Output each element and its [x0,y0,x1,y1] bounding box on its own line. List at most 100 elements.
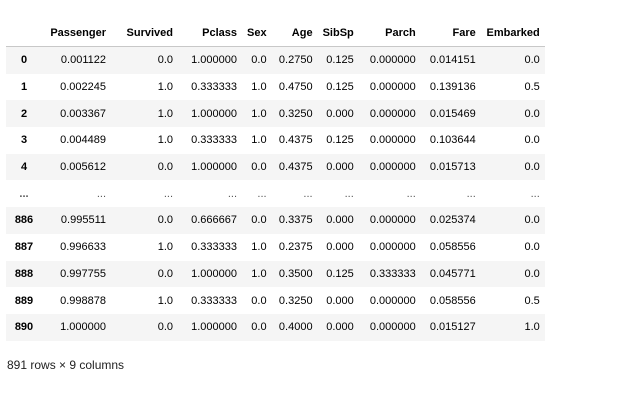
table-cell: 0.4750 [278,81,313,94]
column-header-pclass: Pclass [178,20,242,47]
row-index: 0 [20,54,28,67]
table-cell: 0.0 [251,321,267,334]
table-cell: 0.0 [157,161,173,174]
table-cell: ... [406,187,416,200]
table-cell: 1.000000 [191,161,237,174]
table-row: 889 0.998878 1.0 0.333333 0.0 0.3250 0.000 0.00… [6,287,545,314]
table-ellipsis-row: .............................. [6,180,545,208]
table-cell: 0.015127 [429,321,476,334]
table-cell: 0.003367 [60,107,106,120]
table-cell: 0.4000 [278,321,313,334]
table-cell: 0.2375 [278,241,313,254]
table-cell: 0.996633 [60,241,106,254]
table-cell: 0.995511 [60,214,106,227]
row-index: 889 [14,294,34,307]
table-header: Passenger Survived Pclass Sex Age SibSp … [6,20,545,47]
row-index: 888 [14,267,34,280]
table-row: 0 0.001122 0.0 1.000000 0.0 0.2750 0.125 0.0000… [6,46,545,74]
table-cell: 0.125 [326,267,354,280]
table-cell: 0.125 [326,54,354,67]
table-cell: 0.139136 [429,81,476,94]
row-index: ... [19,187,29,200]
table-cell: 0.000000 [369,214,416,227]
table-cell: 0.333333 [191,81,237,94]
table-cell: 1.000000 [191,321,237,334]
table-cell: 0.333333 [191,134,237,147]
table-cell: 0.125 [326,134,354,147]
column-header-parch: Parch [358,20,421,47]
table-cell: 0.0 [524,134,540,147]
table-cell: 0.3250 [278,294,313,307]
table-cell: ... [96,187,106,200]
table-cell: ... [466,187,476,200]
table-cell: 0.333333 [191,294,237,307]
row-index: 1 [20,81,28,94]
table-cell: 0.0 [524,267,540,280]
table-cell: 0.000000 [369,81,416,94]
table-cell: 0.0 [157,214,173,227]
table-row: 1 0.002245 1.0 0.333333 1.0 0.4750 0.125 0.0000… [6,73,545,101]
table-cell: 1.0 [157,107,173,120]
table-row: 2 0.003367 1.0 1.000000 1.0 0.3250 0.000 0.0000… [6,100,545,128]
table-cell: 0.000 [326,294,354,307]
table-cell: 0.333333 [191,241,237,254]
table-cell: 0.000000 [369,134,416,147]
table-cell: 0.998878 [60,294,106,307]
index-header [6,20,42,47]
table-cell: 0.004489 [60,134,106,147]
table-cell: 1.000000 [191,267,237,280]
table-cell: 0.000000 [369,107,416,120]
table-cell: 0.0 [524,214,540,227]
row-index: 2 [20,107,28,120]
table-cell: 0.0 [157,321,173,334]
table-cell: 1.0 [251,81,267,94]
table-cell: 0.000000 [369,241,416,254]
dataframe-table: Passenger Survived Pclass Sex Age SibSp … [6,20,545,341]
column-header-embarked: Embarked [480,20,545,47]
table-cell: 0.0 [524,107,540,120]
row-index: 4 [20,161,28,174]
table-cell: 0.0 [524,54,540,67]
row-index: 890 [14,321,34,334]
table-cell: 0.3250 [278,107,313,120]
column-header-sibsp: SibSp [317,20,359,47]
table-cell: ... [303,187,313,200]
table-cell: 0.001122 [60,54,106,67]
table-cell: 0.666667 [191,214,237,227]
table-cell: 1.0 [251,267,267,280]
table-cell: ... [163,187,173,200]
table-cell: 0.000000 [369,54,416,67]
table-row: 888 0.997755 0.0 1.000000 1.0 0.3500 0.125 0.33… [6,260,545,288]
table-cell: 0.015469 [429,107,476,120]
table-cell: 0.2750 [278,54,313,67]
table-cell: ... [257,187,267,200]
table-cell: 0.333333 [369,267,416,280]
table-cell: 0.000 [326,161,354,174]
table-cell: 0.125 [326,81,354,94]
table-cell: 1.0 [251,134,267,147]
table-cell: 1.0 [157,294,173,307]
table-row: 4 0.005612 0.0 1.000000 0.0 0.4375 0.000 0.0000… [6,153,545,181]
column-header-age: Age [271,20,318,47]
table-cell: 0.3500 [278,267,313,280]
table-cell: 1.0 [157,81,173,94]
table-cell: 1.0 [157,134,173,147]
table-cell: 0.058556 [429,294,476,307]
table-cell: 0.5 [524,294,540,307]
table-cell: 0.000000 [369,321,416,334]
table-cell: 0.0 [524,161,540,174]
table-cell: 0.005612 [60,161,106,174]
row-index: 886 [14,214,34,227]
table-cell: 1.000000 [191,107,237,120]
table-cell: 0.997755 [60,267,106,280]
column-header-sex: Sex [242,20,272,47]
table-cell: 0.045771 [429,267,476,280]
table-cell: 1.000000 [191,54,237,67]
table-cell: 0.4375 [278,161,313,174]
table-cell: 0.000 [326,107,354,120]
table-cell: 0.002245 [60,81,106,94]
table-cell: 0.000 [326,241,354,254]
row-index: 3 [20,134,28,147]
dataframe-shape-summary: 891 rows × 9 columns [7,358,125,372]
table-cell: 0.103644 [429,134,476,147]
